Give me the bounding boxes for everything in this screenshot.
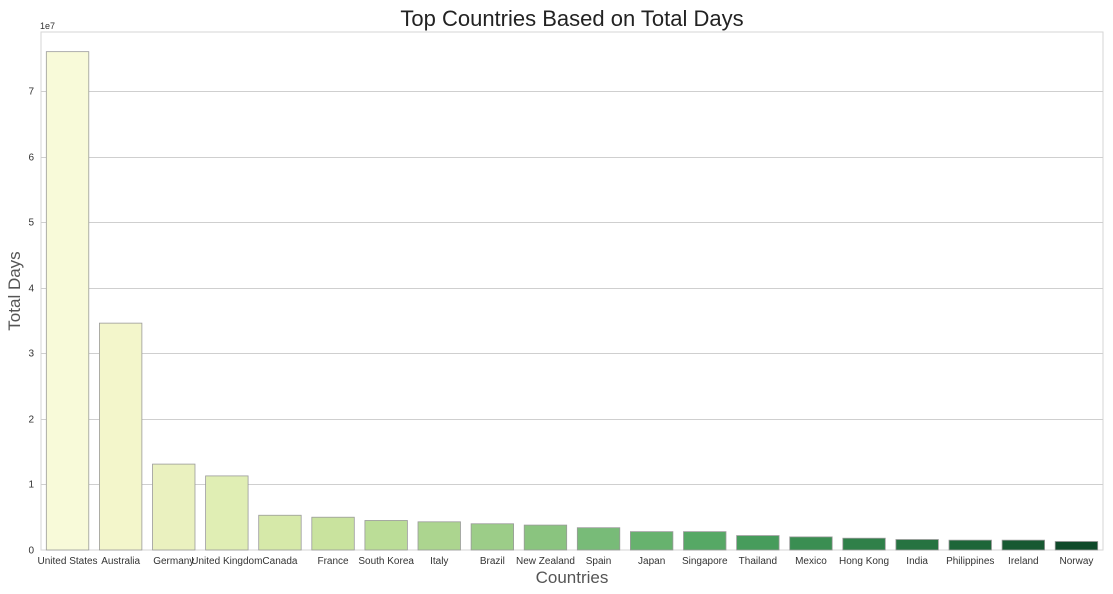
y-tick-label: 0: [28, 546, 34, 557]
bars: [45, 51, 1099, 551]
bar-italy: [417, 521, 461, 551]
bar-new-zealand: [523, 524, 568, 551]
x-tick-label: Philippines: [946, 556, 994, 567]
gridlines: [40, 31, 1104, 551]
x-tick-label: Canada: [262, 556, 297, 567]
bar-south-korea: [364, 520, 408, 551]
y-tick-labels: 0 1 2 3 4 5 6 7: [28, 87, 34, 557]
x-tick-label: Ireland: [1008, 556, 1039, 567]
y-tick-label: 3: [28, 349, 34, 360]
x-tick-label: Japan: [638, 556, 665, 567]
bar-france: [311, 516, 355, 551]
chart-title: Top Countries Based on Total Days: [400, 6, 743, 31]
bar-philippines: [948, 539, 992, 551]
bar-ireland: [1001, 539, 1045, 551]
bar-norway: [1054, 541, 1099, 551]
x-tick-label: United States: [38, 556, 98, 567]
x-tick-label: Mexico: [795, 556, 827, 567]
y-tick-label: 6: [28, 153, 34, 164]
bar-mexico: [789, 536, 833, 551]
bar-india: [895, 539, 939, 551]
bar-hong-kong: [842, 537, 886, 551]
bar-germany: [152, 463, 196, 551]
x-tick-label: United Kingdom: [191, 556, 262, 567]
bar-australia: [99, 322, 143, 551]
bar-united-states: [45, 51, 90, 551]
y-axis-offset-label: 1e7: [40, 21, 55, 31]
bar-thailand: [736, 535, 780, 551]
bar-japan: [630, 531, 674, 551]
bar-brazil: [470, 523, 514, 551]
bar-singapore: [683, 531, 727, 551]
y-tick-label: 1: [28, 480, 34, 491]
x-tick-label: Italy: [430, 556, 448, 567]
x-tick-label: Singapore: [682, 556, 728, 567]
x-axis-title: Countries: [536, 568, 609, 587]
x-tick-label: France: [317, 556, 349, 567]
y-tick-label: 5: [28, 218, 34, 229]
x-tick-label: Norway: [1059, 556, 1093, 567]
x-tick-label: Spain: [586, 556, 612, 567]
bar-united-kingdom: [205, 475, 249, 551]
x-tick-label: South Korea: [358, 556, 414, 567]
x-tick-label: Hong Kong: [839, 556, 889, 567]
bar-canada: [258, 514, 302, 551]
x-tick-label: Thailand: [739, 556, 777, 567]
y-tick-label: 2: [28, 415, 34, 426]
plot-frame: [40, 31, 1104, 551]
x-tick-label: India: [906, 556, 928, 567]
x-tick-label: Germany: [153, 556, 194, 567]
x-tick-label: Brazil: [480, 556, 505, 567]
y-tick-label: 7: [28, 87, 34, 98]
y-axis-title: Total Days: [5, 251, 24, 330]
x-tick-label: Australia: [101, 556, 140, 567]
bar-spain: [576, 527, 621, 551]
x-tick-label: New Zealand: [516, 556, 575, 567]
y-tick-label: 4: [28, 284, 34, 295]
